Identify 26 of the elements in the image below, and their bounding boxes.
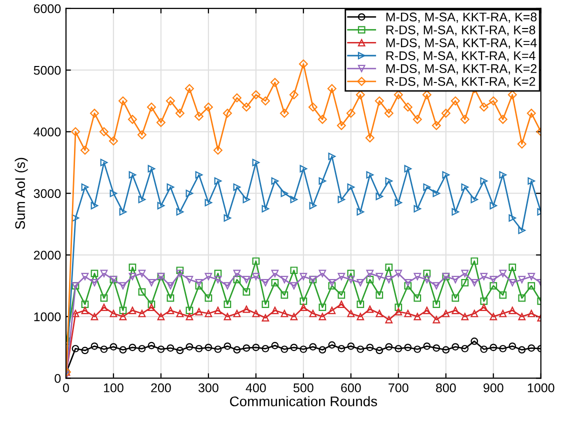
x-tick-label: 700 (388, 383, 408, 392)
legend-label: R-DS, M-SA, KKT-RA, K=2 (386, 77, 536, 88)
x-tick-label: 600 (341, 383, 361, 392)
x-tick-label: 800 (436, 383, 456, 392)
legend-label: M-DS, M-SA, KKT-RA, K=4 (386, 38, 537, 49)
legend-label: R-DS, M-SA, KKT-RA, K=8 (386, 25, 536, 36)
y-tick-label: 1000 (34, 312, 61, 322)
x-tick-label: 200 (151, 383, 171, 392)
x-tick-label: 0 (63, 383, 69, 392)
legend-label: R-DS, M-SA, KKT-RA, K=4 (386, 51, 536, 62)
y-tick-label: 6000 (34, 4, 61, 14)
y-tick-label: 2000 (34, 250, 61, 260)
legend-label: M-DS, M-SA, KKT-RA, K=8 (386, 12, 537, 23)
y-tick-label: 3000 (34, 189, 61, 198)
y-tick-label: 5000 (34, 66, 61, 75)
y-tick-label: 0 (54, 374, 61, 383)
x-tick-label: 500 (294, 383, 314, 392)
y-axis-title: Sum AoI (s) (14, 158, 28, 229)
x-tick-label: 1000 (528, 383, 554, 392)
y-tick-label: 4000 (34, 128, 61, 136)
x-tick-label: 100 (104, 383, 124, 392)
x-tick-label: 300 (198, 383, 218, 392)
x-axis-title: Communication Rounds (230, 396, 378, 406)
x-tick-label: 900 (484, 383, 504, 392)
legend-label: M-DS, M-SA, KKT-RA, K=2 (386, 64, 536, 74)
x-tick-label: 400 (246, 383, 266, 392)
